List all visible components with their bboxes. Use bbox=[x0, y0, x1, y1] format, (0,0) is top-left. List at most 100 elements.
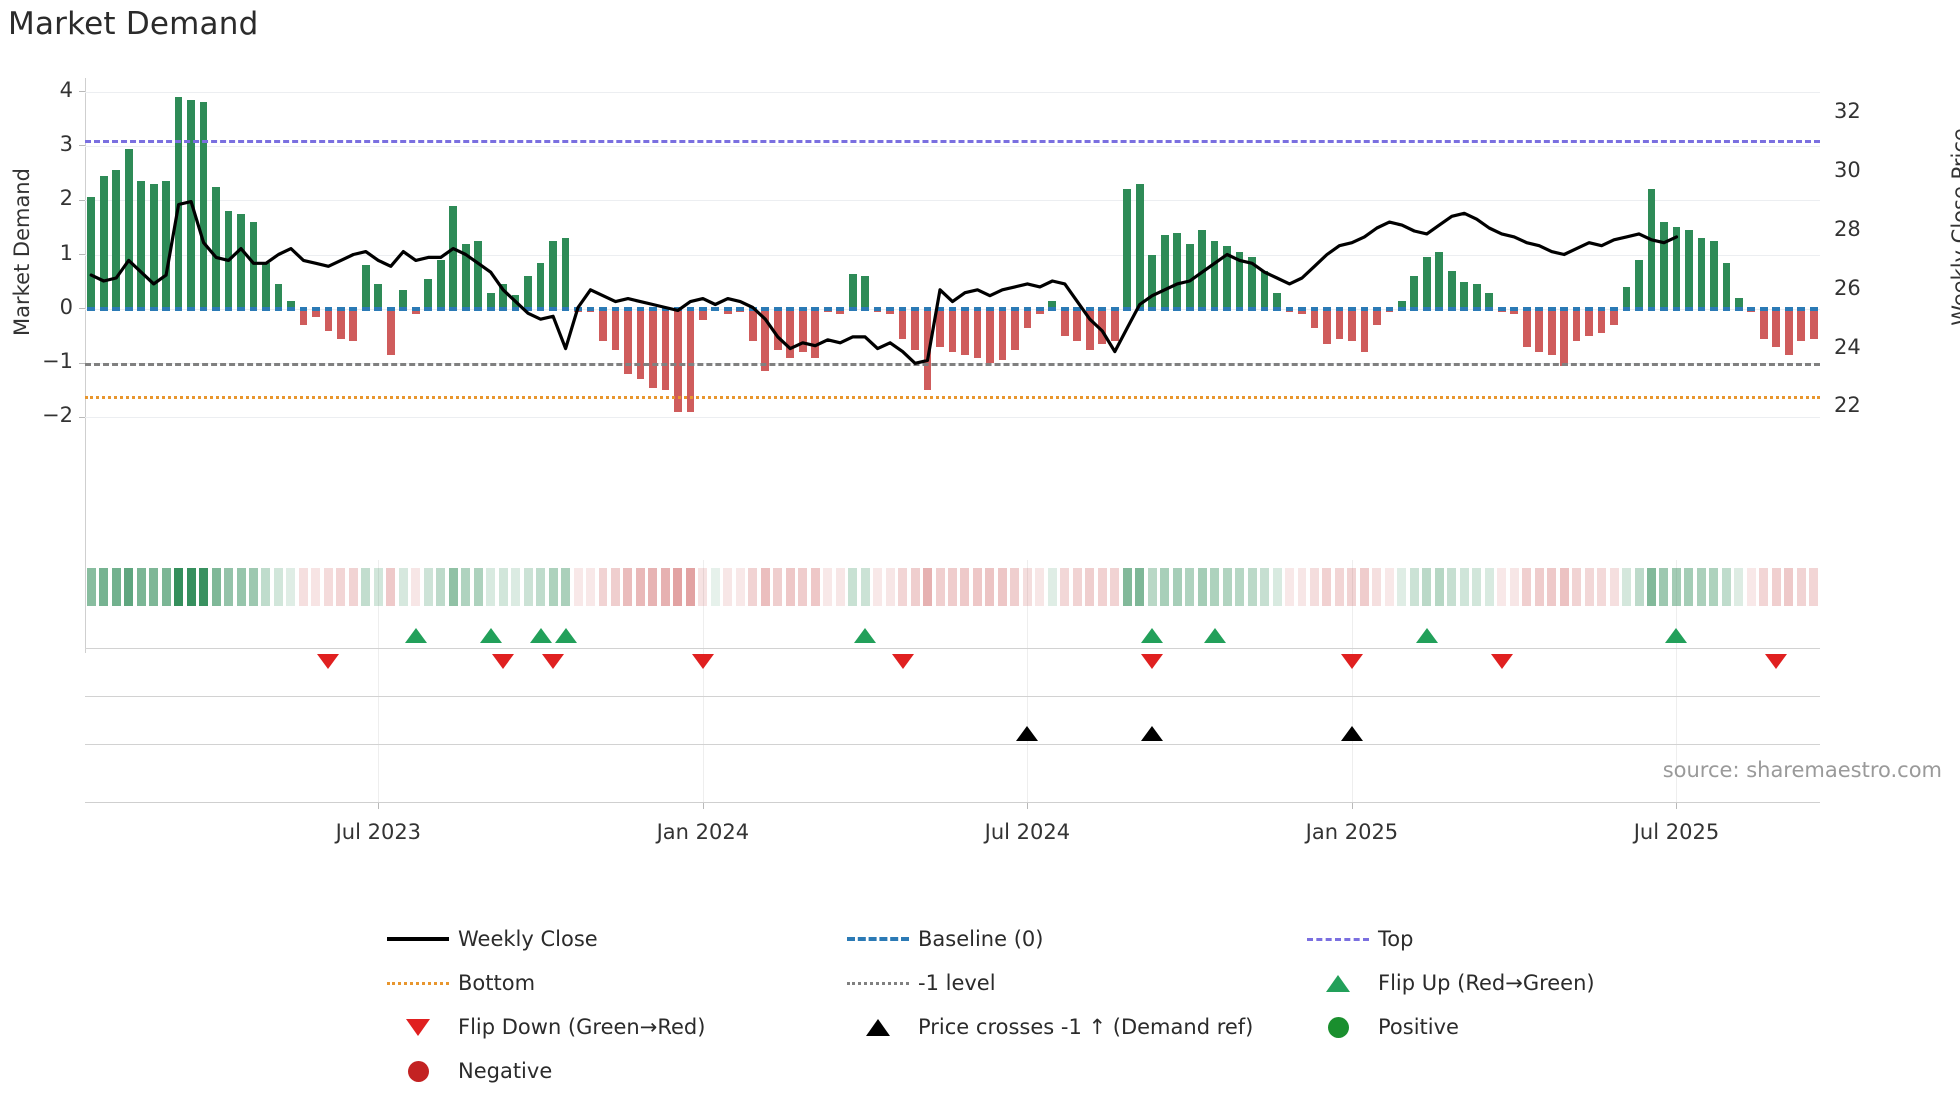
demand-bar bbox=[1759, 308, 1768, 339]
dot-green-icon bbox=[1300, 1016, 1376, 1038]
baseline-segment bbox=[823, 306, 832, 311]
demand-bar bbox=[898, 308, 907, 339]
legend-item[interactable]: Flip Down (Green→Red) bbox=[380, 1008, 840, 1046]
baseline-segment bbox=[249, 306, 258, 311]
demand-bar bbox=[1248, 257, 1256, 309]
baseline-segment bbox=[1560, 306, 1568, 311]
baseline-segment bbox=[1759, 306, 1768, 311]
legend-item[interactable]: Price crosses -1 ↑ (Demand ref) bbox=[840, 1008, 1300, 1046]
legend-item[interactable]: Weekly Close bbox=[380, 920, 840, 958]
heatmap-cell bbox=[486, 568, 496, 606]
heatmap-cell bbox=[1297, 568, 1307, 606]
baseline-segment bbox=[1784, 306, 1793, 311]
heatmap-cell bbox=[149, 568, 159, 606]
heatmap-cell bbox=[673, 568, 683, 606]
baseline-segment bbox=[1323, 306, 1331, 311]
heatmap-cell bbox=[1534, 568, 1544, 606]
baseline-segment bbox=[337, 306, 345, 311]
baseline-segment bbox=[1772, 306, 1781, 311]
baseline-segment bbox=[262, 306, 270, 311]
demand-bar bbox=[1710, 240, 1718, 309]
baseline-segment bbox=[1522, 306, 1531, 311]
baseline-segment bbox=[199, 306, 208, 311]
heatmap-cell bbox=[910, 568, 920, 606]
baseline-segment bbox=[1310, 306, 1319, 311]
demand-bar bbox=[386, 308, 395, 355]
demand-bar bbox=[112, 170, 121, 309]
heatmap-cell bbox=[261, 568, 271, 606]
baseline-segment bbox=[1085, 306, 1094, 311]
baseline-segment bbox=[1572, 306, 1581, 311]
heatmap-cell bbox=[1135, 568, 1145, 606]
heatmap-cell bbox=[348, 568, 358, 606]
x-axis-spine bbox=[85, 802, 1820, 803]
baseline-segment bbox=[686, 306, 695, 311]
flip-up-marker bbox=[529, 628, 552, 643]
baseline-segment bbox=[1585, 306, 1593, 311]
demand-bar bbox=[249, 221, 258, 309]
baseline-segment bbox=[848, 306, 857, 311]
heatmap-cell bbox=[823, 568, 833, 606]
baseline-segment bbox=[1647, 306, 1656, 311]
heatmap-cell bbox=[124, 568, 134, 606]
baseline-segment bbox=[1610, 306, 1618, 311]
baseline-segment bbox=[1348, 306, 1356, 311]
y-axis-left-tick: 1 bbox=[59, 240, 73, 265]
legend-item[interactable]: Top bbox=[1300, 920, 1760, 958]
price-cross-marker bbox=[1340, 726, 1363, 741]
demand-bar bbox=[536, 262, 545, 309]
baseline-segment bbox=[486, 306, 495, 311]
baseline-segment bbox=[299, 306, 308, 311]
heatmap-cell bbox=[573, 568, 583, 606]
heatmap-cell bbox=[610, 568, 620, 606]
baseline-segment bbox=[99, 306, 108, 311]
demand-bar bbox=[436, 259, 445, 309]
heatmap-cell bbox=[561, 568, 571, 606]
legend-item[interactable]: Baseline (0) bbox=[840, 920, 1300, 958]
heatmap-cell bbox=[1097, 568, 1107, 606]
demand-bar bbox=[836, 308, 845, 315]
baseline-segment bbox=[1747, 306, 1756, 311]
demand-bar bbox=[698, 308, 707, 320]
y-axis-right-tick: 22 bbox=[1834, 393, 1861, 418]
demand-bar bbox=[1173, 232, 1182, 309]
legend-item[interactable]: Flip Up (Red→Green) bbox=[1300, 964, 1760, 1002]
main-plot-area bbox=[85, 78, 1820, 431]
baseline-segment bbox=[873, 306, 882, 311]
legend-item[interactable]: Bottom bbox=[380, 964, 840, 1002]
demand-bar bbox=[1447, 270, 1456, 309]
heatmap-cell bbox=[273, 568, 283, 606]
legend-item[interactable]: Positive bbox=[1300, 1008, 1760, 1046]
baseline-segment bbox=[149, 306, 158, 311]
gridline bbox=[85, 200, 1820, 202]
heatmap-cell bbox=[86, 568, 96, 606]
x-axis-vertical-gridline bbox=[1676, 560, 1678, 802]
heatmap-cell bbox=[1784, 568, 1794, 606]
demand-bar bbox=[1085, 308, 1094, 350]
demand-bar bbox=[1510, 308, 1519, 315]
y-axis-left-tickmark bbox=[79, 416, 85, 418]
heatmap-cell bbox=[1497, 568, 1507, 606]
heatmap-cell bbox=[1472, 568, 1482, 606]
demand-bar bbox=[1310, 308, 1319, 328]
heatmap-cell bbox=[224, 568, 234, 606]
heatmap-cell bbox=[1247, 568, 1257, 606]
legend-label: -1 level bbox=[918, 971, 996, 995]
demand-bar bbox=[499, 284, 507, 309]
baseline-segment bbox=[1285, 306, 1294, 311]
heatmap-cell bbox=[111, 568, 121, 606]
demand-bar bbox=[723, 308, 732, 315]
baseline-segment bbox=[1734, 306, 1743, 311]
demand-bar bbox=[324, 308, 333, 331]
baseline-segment bbox=[1547, 306, 1556, 311]
legend-label: Price crosses -1 ↑ (Demand ref) bbox=[918, 1015, 1254, 1039]
legend-item[interactable]: -1 level bbox=[840, 964, 1300, 1002]
baseline-segment bbox=[1298, 306, 1306, 311]
baseline-segment bbox=[1110, 306, 1119, 311]
baseline-segment bbox=[1410, 306, 1419, 311]
heatmap-cell bbox=[199, 568, 209, 606]
baseline-segment bbox=[1660, 306, 1668, 311]
legend-item[interactable]: Negative bbox=[380, 1052, 840, 1090]
heatmap-cell bbox=[498, 568, 508, 606]
demand-bar bbox=[811, 308, 820, 358]
